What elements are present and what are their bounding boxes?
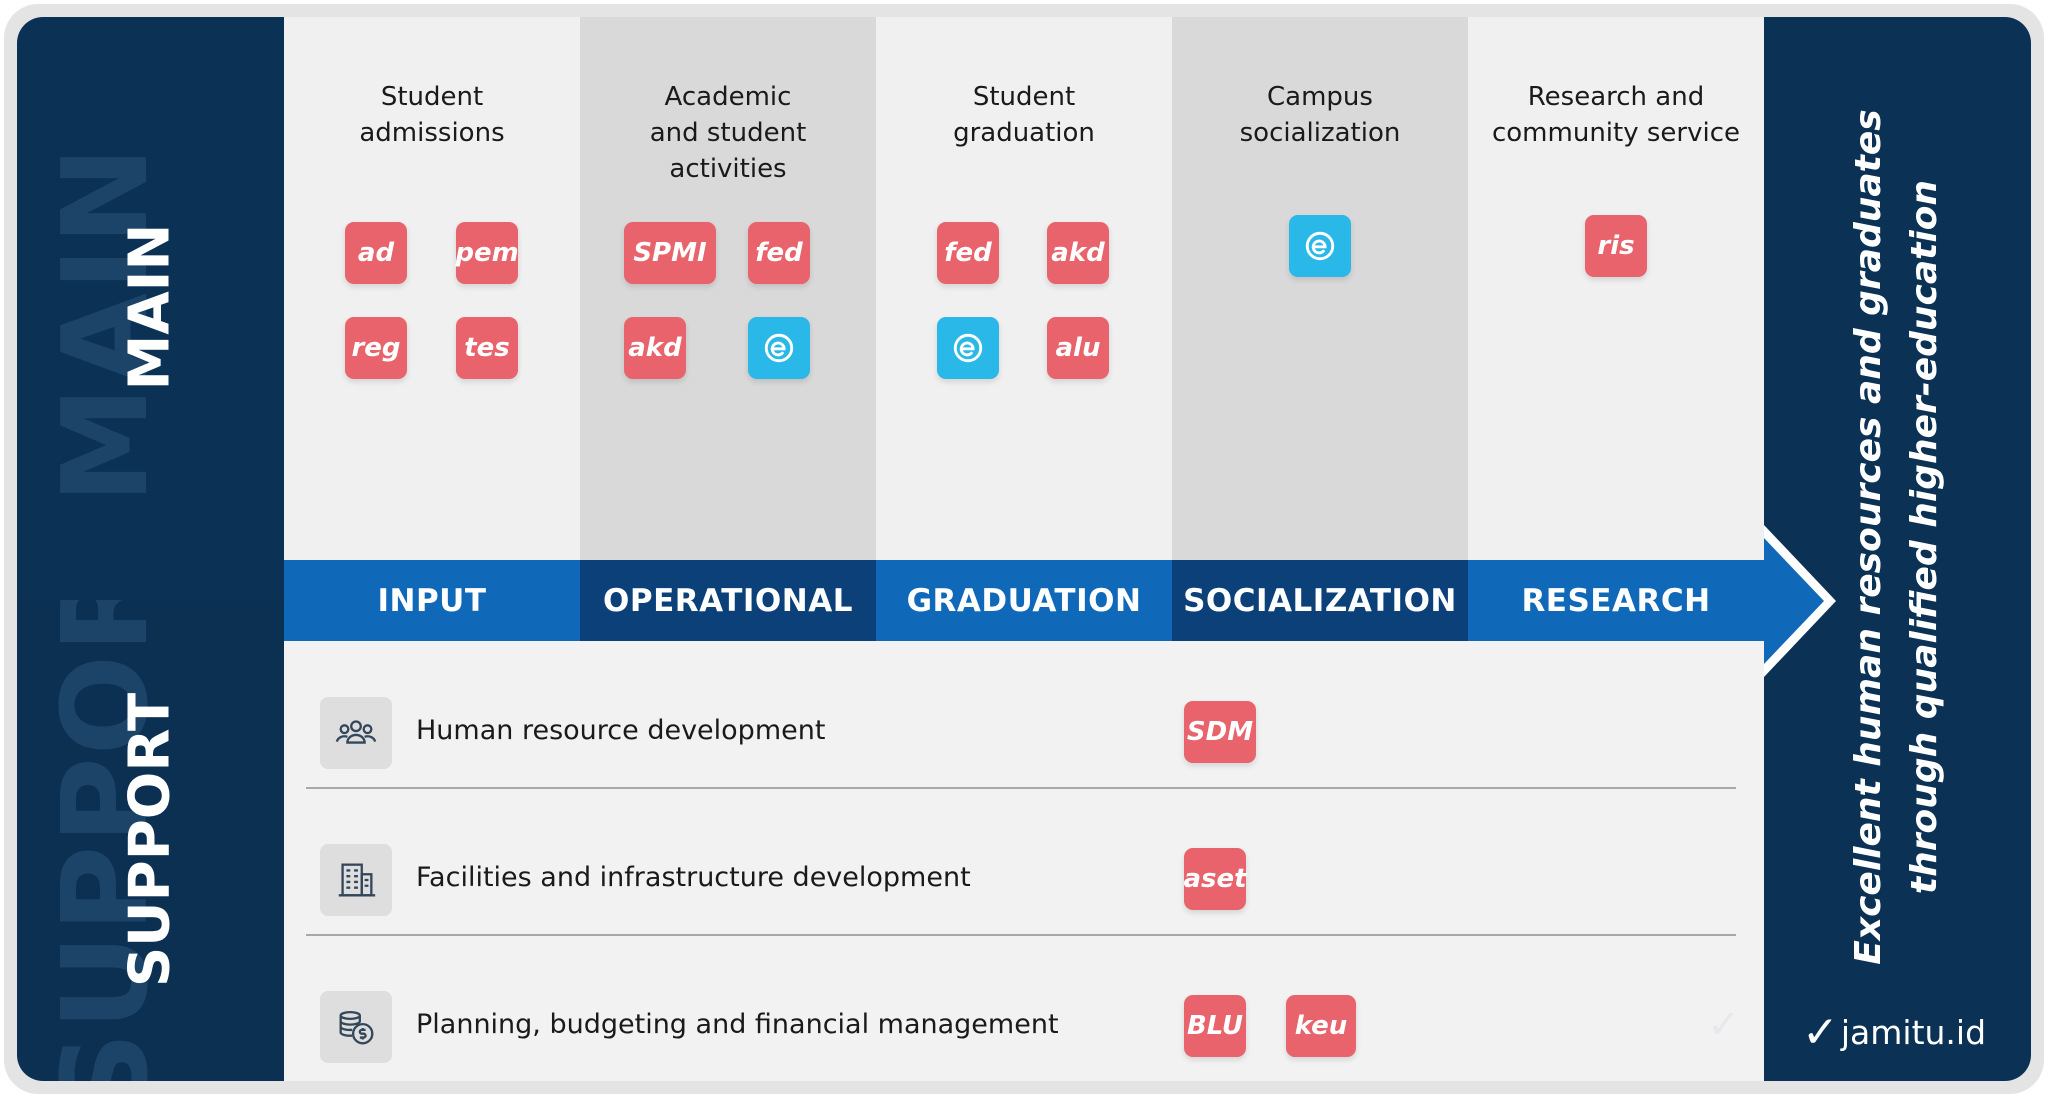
diagram-card: MAIN MAIN SUPPORT SUPPORT Student admiss… [17, 17, 2031, 1081]
chip-sdm: SDM [1184, 701, 1256, 763]
column-title-text: Student admissions [359, 82, 505, 148]
brand-name: jamitu.id [1840, 1013, 1987, 1052]
stage-operational: OPERATIONAL [580, 560, 876, 641]
chip-blu: BLU [1184, 995, 1246, 1057]
chip-e-icon [1289, 215, 1351, 277]
e-icon [764, 333, 794, 363]
chip-tes: tes [456, 317, 518, 379]
support-label-hr: Human resource development [416, 715, 826, 746]
chip-akd: akd [624, 317, 686, 379]
column-title: Academic and student activities [580, 79, 876, 187]
chip-e-icon [937, 317, 999, 379]
outcome-tagline: Excellent human resources and graduates … [1841, 109, 1953, 964]
chip-ris: ris [1585, 215, 1647, 277]
tagline-line-2: through qualified higher-education [1904, 179, 1945, 895]
chip-ad: ad [345, 222, 407, 284]
check-icon: ✓ [1802, 1007, 1839, 1058]
e-icon [1305, 231, 1335, 261]
row-divider [306, 934, 1736, 936]
support-section: Human resource development SDM Facilitie… [284, 641, 1764, 1081]
support-label: SUPPORT [117, 692, 183, 988]
support-label-finance: Planning, budgeting and financial manage… [416, 1009, 1059, 1040]
support-side-panel: SUPPORT SUPPORT [17, 600, 284, 1081]
arrow-head-icon [1764, 525, 1836, 677]
chip-akd: akd [1047, 222, 1109, 284]
chip-pem: pem [455, 222, 519, 284]
main-side-panel: MAIN MAIN [17, 17, 284, 600]
chip-spmi: SPMI [624, 222, 716, 284]
brand-logo: ✓ jamitu.id [1802, 1007, 1986, 1058]
brand-check-ghost-icon: ✓ [1707, 1002, 1741, 1048]
column-title-text: Academic and student activities [649, 82, 807, 184]
people-group-icon [320, 697, 392, 769]
stage-input: INPUT [284, 560, 580, 641]
outcome-panel: Excellent human resources and graduates … [1764, 17, 2031, 1081]
chip-keu: keu [1286, 995, 1356, 1057]
e-icon [953, 333, 983, 363]
stage-research: RESEARCH [1468, 560, 1764, 641]
column-title: Research and community service [1468, 79, 1764, 151]
column-title: Campus socialization [1172, 79, 1468, 151]
chip-fed: fed [937, 222, 999, 284]
people-group-svg [335, 720, 377, 744]
column-title-text: Research and community service [1491, 82, 1740, 148]
chip-reg: reg [345, 317, 407, 379]
column-research: Research and community service ris [1468, 17, 1764, 560]
chip-fed: fed [748, 222, 810, 284]
money-coins-svg [339, 1010, 374, 1045]
column-title: Student graduation [876, 79, 1172, 151]
stage-graduation: GRADUATION [876, 560, 1172, 641]
chip-e-icon [748, 317, 810, 379]
column-graduation: Student graduation fed akd alu [876, 17, 1172, 560]
row-divider [306, 787, 1736, 789]
money-coins-icon [320, 991, 392, 1063]
stage-band: INPUT OPERATIONAL GRADUATION SOCIALIZATI… [284, 560, 1839, 641]
main-label: MAIN [117, 223, 183, 391]
column-title: Student admissions [284, 79, 580, 151]
stage-socialization: SOCIALIZATION [1172, 560, 1468, 641]
support-label-facilities: Facilities and infrastructure developmen… [416, 862, 971, 893]
column-title-text: Campus socialization [1239, 82, 1401, 148]
building-svg [338, 863, 376, 897]
column-title-text: Student graduation [953, 82, 1095, 148]
column-admissions: Student admissions ad pem reg tes [284, 17, 580, 560]
building-icon [320, 844, 392, 916]
chip-alu: alu [1047, 317, 1109, 379]
chip-aset: aset [1183, 848, 1247, 910]
column-academic: Academic and student activities SPMI fed… [580, 17, 876, 560]
column-socialization: Campus socialization [1172, 17, 1468, 560]
